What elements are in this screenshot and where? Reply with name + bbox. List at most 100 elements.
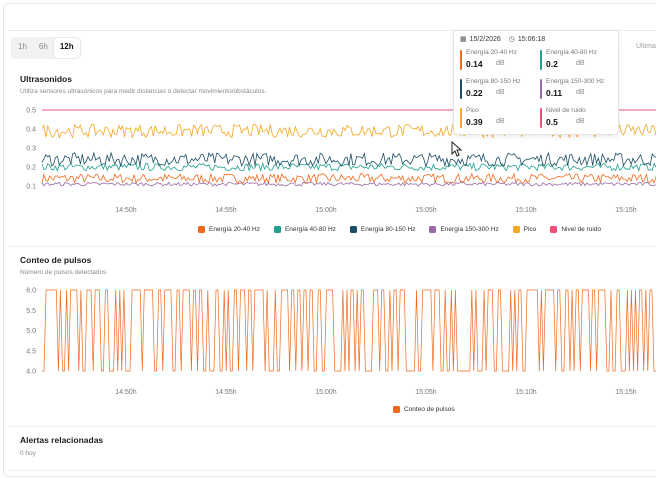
y-tick-label: 4.0	[26, 369, 36, 376]
tooltip-label: Energía 150-300 Hz	[546, 78, 605, 85]
legend-item[interactable]: Pico	[512, 226, 537, 233]
x-tick-label: 15:00h	[315, 207, 337, 214]
legend-swatch	[273, 226, 281, 233]
x-tick-label: 15:10h	[515, 207, 537, 214]
mouse-cursor-icon	[451, 141, 463, 157]
x-tick-label: 14:50h	[115, 389, 137, 396]
y-tick-label: 5.0	[26, 328, 36, 335]
legend-label: Energía 150-300 Hz	[440, 226, 499, 233]
tooltip-label: Energía 20-40 Hz	[466, 49, 517, 56]
tooltip-item: Nivel de ruido 0.5 dB	[540, 107, 616, 129]
legend-label: Pico	[523, 226, 537, 233]
legend-label: Nivel de ruido	[561, 226, 602, 233]
ultrasonidos-legend: Energía 20-40 Hz Energía 40-80 Hz Energía …	[198, 226, 615, 233]
card-header-divider	[8, 30, 656, 62]
pulsos-legend: Conteo de pulsos	[393, 406, 469, 413]
tooltip-unit: dB	[496, 60, 505, 67]
series-line	[41, 123, 656, 139]
tooltip-time: 15:06:18	[517, 35, 546, 43]
legend-swatch	[429, 226, 437, 233]
legend-item[interactable]: Nivel de ruido	[550, 226, 601, 233]
x-tick-label: 15:05h	[415, 207, 437, 214]
range-selector: 1h 6h 12h	[11, 37, 81, 59]
tooltip-color-bar	[460, 50, 462, 70]
y-tick-label: 4.5	[26, 348, 36, 355]
chart-tooltip: ▦ 15/2/2026 ◷ 15:06:18 Energía 20-40 Hz 0…	[453, 30, 619, 135]
pulsos-title: Conteo de pulsos	[20, 255, 92, 265]
tooltip-color-bar	[460, 79, 462, 99]
legend-item[interactable]: Energía 80-150 Hz	[349, 226, 416, 233]
tooltip-item: Energía 40-80 Hz 0.2 dB	[540, 49, 616, 71]
series-line	[41, 151, 656, 168]
pulsos-chart: 6.0 5.5 5.0 4.5 4.0 14:50h 14:55h 15:00h 15:05h 1…	[26, 288, 656, 396]
x-tick-label: 15:00h	[315, 389, 337, 396]
legend-item[interactable]: Energía 40-80 Hz	[273, 226, 336, 233]
tooltip-color-bar	[460, 108, 462, 128]
y-tick-label: 0.2	[26, 165, 36, 172]
tooltip-header: ▦ 15/2/2026 ◷ 15:06:18	[460, 35, 546, 44]
pulsos-subtitle: Número de pulsos detectados	[20, 269, 107, 276]
legend-item[interactable]: Conteo de pulsos	[393, 406, 455, 413]
alertas-count: 0 hoy	[20, 450, 36, 457]
y-tick-label: 6.0	[26, 288, 36, 295]
tooltip-color-bar	[540, 79, 542, 99]
section-divider	[8, 470, 656, 471]
tooltip-item: Energía 80-150 Hz 0.22 dB	[460, 78, 536, 100]
section-divider	[8, 246, 656, 247]
series-line	[42, 289, 656, 372]
tooltip-item: Pico 0.39 dB	[460, 107, 536, 129]
legend-swatch	[349, 226, 357, 233]
tooltip-value: 0.5	[546, 117, 558, 127]
tooltip-unit: dB	[576, 60, 585, 67]
tooltip-label: Energía 40-80 Hz	[546, 49, 597, 56]
legend-swatch	[393, 406, 400, 413]
x-tick-label: 15:15h	[615, 389, 637, 396]
y-tick-label: 0.3	[26, 146, 36, 153]
legend-item[interactable]: Energía 20-40 Hz	[198, 226, 260, 233]
x-tick-label: 15:15h	[615, 207, 637, 214]
ultrasonidos-title: Ultrasonidos	[20, 74, 72, 84]
legend-label: Energía 80-150 Hz	[360, 226, 416, 233]
range-option-1h[interactable]: 1h	[18, 42, 27, 51]
legend-label: Energía 20-40 Hz	[209, 226, 260, 233]
x-tick-label: 14:55h	[215, 389, 237, 396]
tooltip-value: 0.22	[466, 88, 483, 98]
tooltip-unit: dB	[576, 118, 585, 125]
tooltip-item: Energía 150-300 Hz 0.11 dB	[540, 78, 616, 100]
ultrasonidos-subtitle: Utiliza sensores ultrasónicos para medir…	[20, 88, 267, 95]
y-tick-label: 5.5	[26, 308, 36, 315]
series-line	[41, 181, 656, 187]
range-option-12h[interactable]: 12h	[53, 38, 80, 58]
tooltip-item: Energía 20-40 Hz 0.14 dB	[460, 49, 536, 71]
tooltip-color-bar	[540, 108, 542, 128]
tooltip-value: 0.11	[546, 88, 563, 98]
tooltip-label: Energía 80-150 Hz	[466, 78, 521, 85]
tooltip-value: 0.39	[466, 117, 483, 127]
legend-label: Energía 40-80 Hz	[284, 226, 336, 233]
tooltip-label: Nivel de ruido	[546, 107, 586, 114]
legend-swatch	[550, 226, 558, 233]
tooltip-unit: dB	[496, 89, 505, 96]
range-option-6h[interactable]: 6h	[38, 42, 48, 51]
tooltip-date: 15/2/2026	[469, 35, 501, 43]
legend-item[interactable]: Energía 150-300 Hz	[429, 226, 499, 233]
legend-swatch	[512, 226, 520, 233]
calendar-icon: ▦	[460, 36, 467, 43]
tooltip-value: 0.14	[466, 59, 483, 69]
tooltip-color-bar	[540, 50, 542, 70]
tooltip-unit: dB	[496, 118, 505, 125]
tooltip-unit: dB	[576, 89, 585, 96]
tooltip-value: 0.2	[546, 59, 558, 69]
x-tick-label: 14:50h	[115, 207, 137, 214]
legend-label: Conteo de pulsos	[404, 406, 455, 413]
last-update-label: Última	[636, 43, 656, 50]
alertas-title: Alertas relacionadas	[20, 435, 104, 445]
x-tick-label: 14:55h	[215, 207, 237, 214]
section-divider	[8, 426, 656, 427]
clock-icon: ◷	[508, 36, 515, 43]
tooltip-label: Pico	[466, 107, 479, 114]
legend-swatch	[198, 226, 205, 233]
y-tick-label: 0.5	[26, 108, 36, 115]
x-tick-label: 15:10h	[515, 389, 537, 396]
x-tick-label: 15:05h	[415, 389, 437, 396]
